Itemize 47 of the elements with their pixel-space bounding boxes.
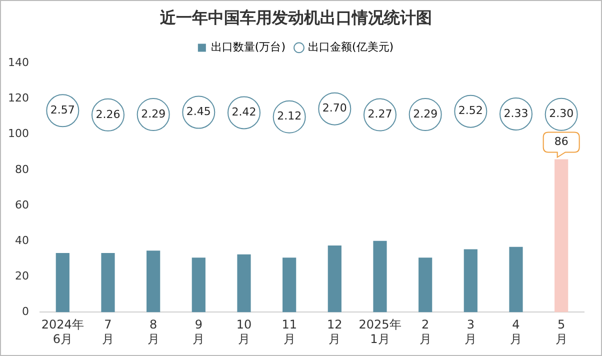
bar [373,240,387,312]
data-label: 2.33 [504,106,528,120]
x-tick-label: 7月 [102,318,114,346]
bar [509,246,523,312]
bar [328,246,342,312]
data-label: 2.30 [549,107,574,120]
x-tick-label: 11月 [282,318,297,346]
bar [282,258,296,312]
x-tick-label: 9月 [192,318,205,346]
legend-label: 出口数量(万台) [210,40,286,54]
x-tick-label: 10月 [236,318,252,346]
data-label: 2.52 [458,104,483,118]
data-label: 2.26 [96,108,120,121]
data-label: 2.45 [186,105,211,118]
chart-title: 近一年中国车用发动机出口情况统计图 [159,8,432,27]
x-tick-label: 2024年6月 [41,318,84,346]
x-tick-label: 8月 [147,318,160,346]
data-label: 2.42 [232,106,256,119]
data-label: 2.70 [322,102,347,115]
bar [237,254,251,312]
x-tick-label: 2025年1月 [358,318,402,346]
x-tick-label: 2月 [419,318,432,346]
x-tick-label: 5月 [555,318,568,346]
y-tick-label: 100 [8,127,29,140]
bar [192,258,206,312]
y-tick-label: 140 [8,56,29,70]
data-label: 2.29 [141,107,166,120]
y-tick-label: 60 [14,198,29,212]
data-label: 2.12 [277,110,302,123]
bar [56,252,70,312]
x-tick-label: 3月 [464,318,477,346]
y-tick-label: 40 [14,234,29,247]
x-tick-label: 4月 [510,318,522,346]
y-tick-label: 120 [8,92,29,105]
bar [146,250,160,312]
legend-label: 出口金额(亿美元) [308,40,394,54]
y-tick-label: 80 [14,162,29,176]
data-label: 2.29 [413,107,438,120]
bar [418,258,432,312]
bar [464,249,478,312]
data-label: 86 [554,135,568,148]
y-tick-label: 20 [14,269,29,282]
y-tick-label: 0 [22,305,29,318]
data-label: 2.57 [50,104,75,117]
x-tick-label: 12月 [327,318,342,346]
data-label: 2.27 [368,108,392,121]
bar [101,252,115,312]
